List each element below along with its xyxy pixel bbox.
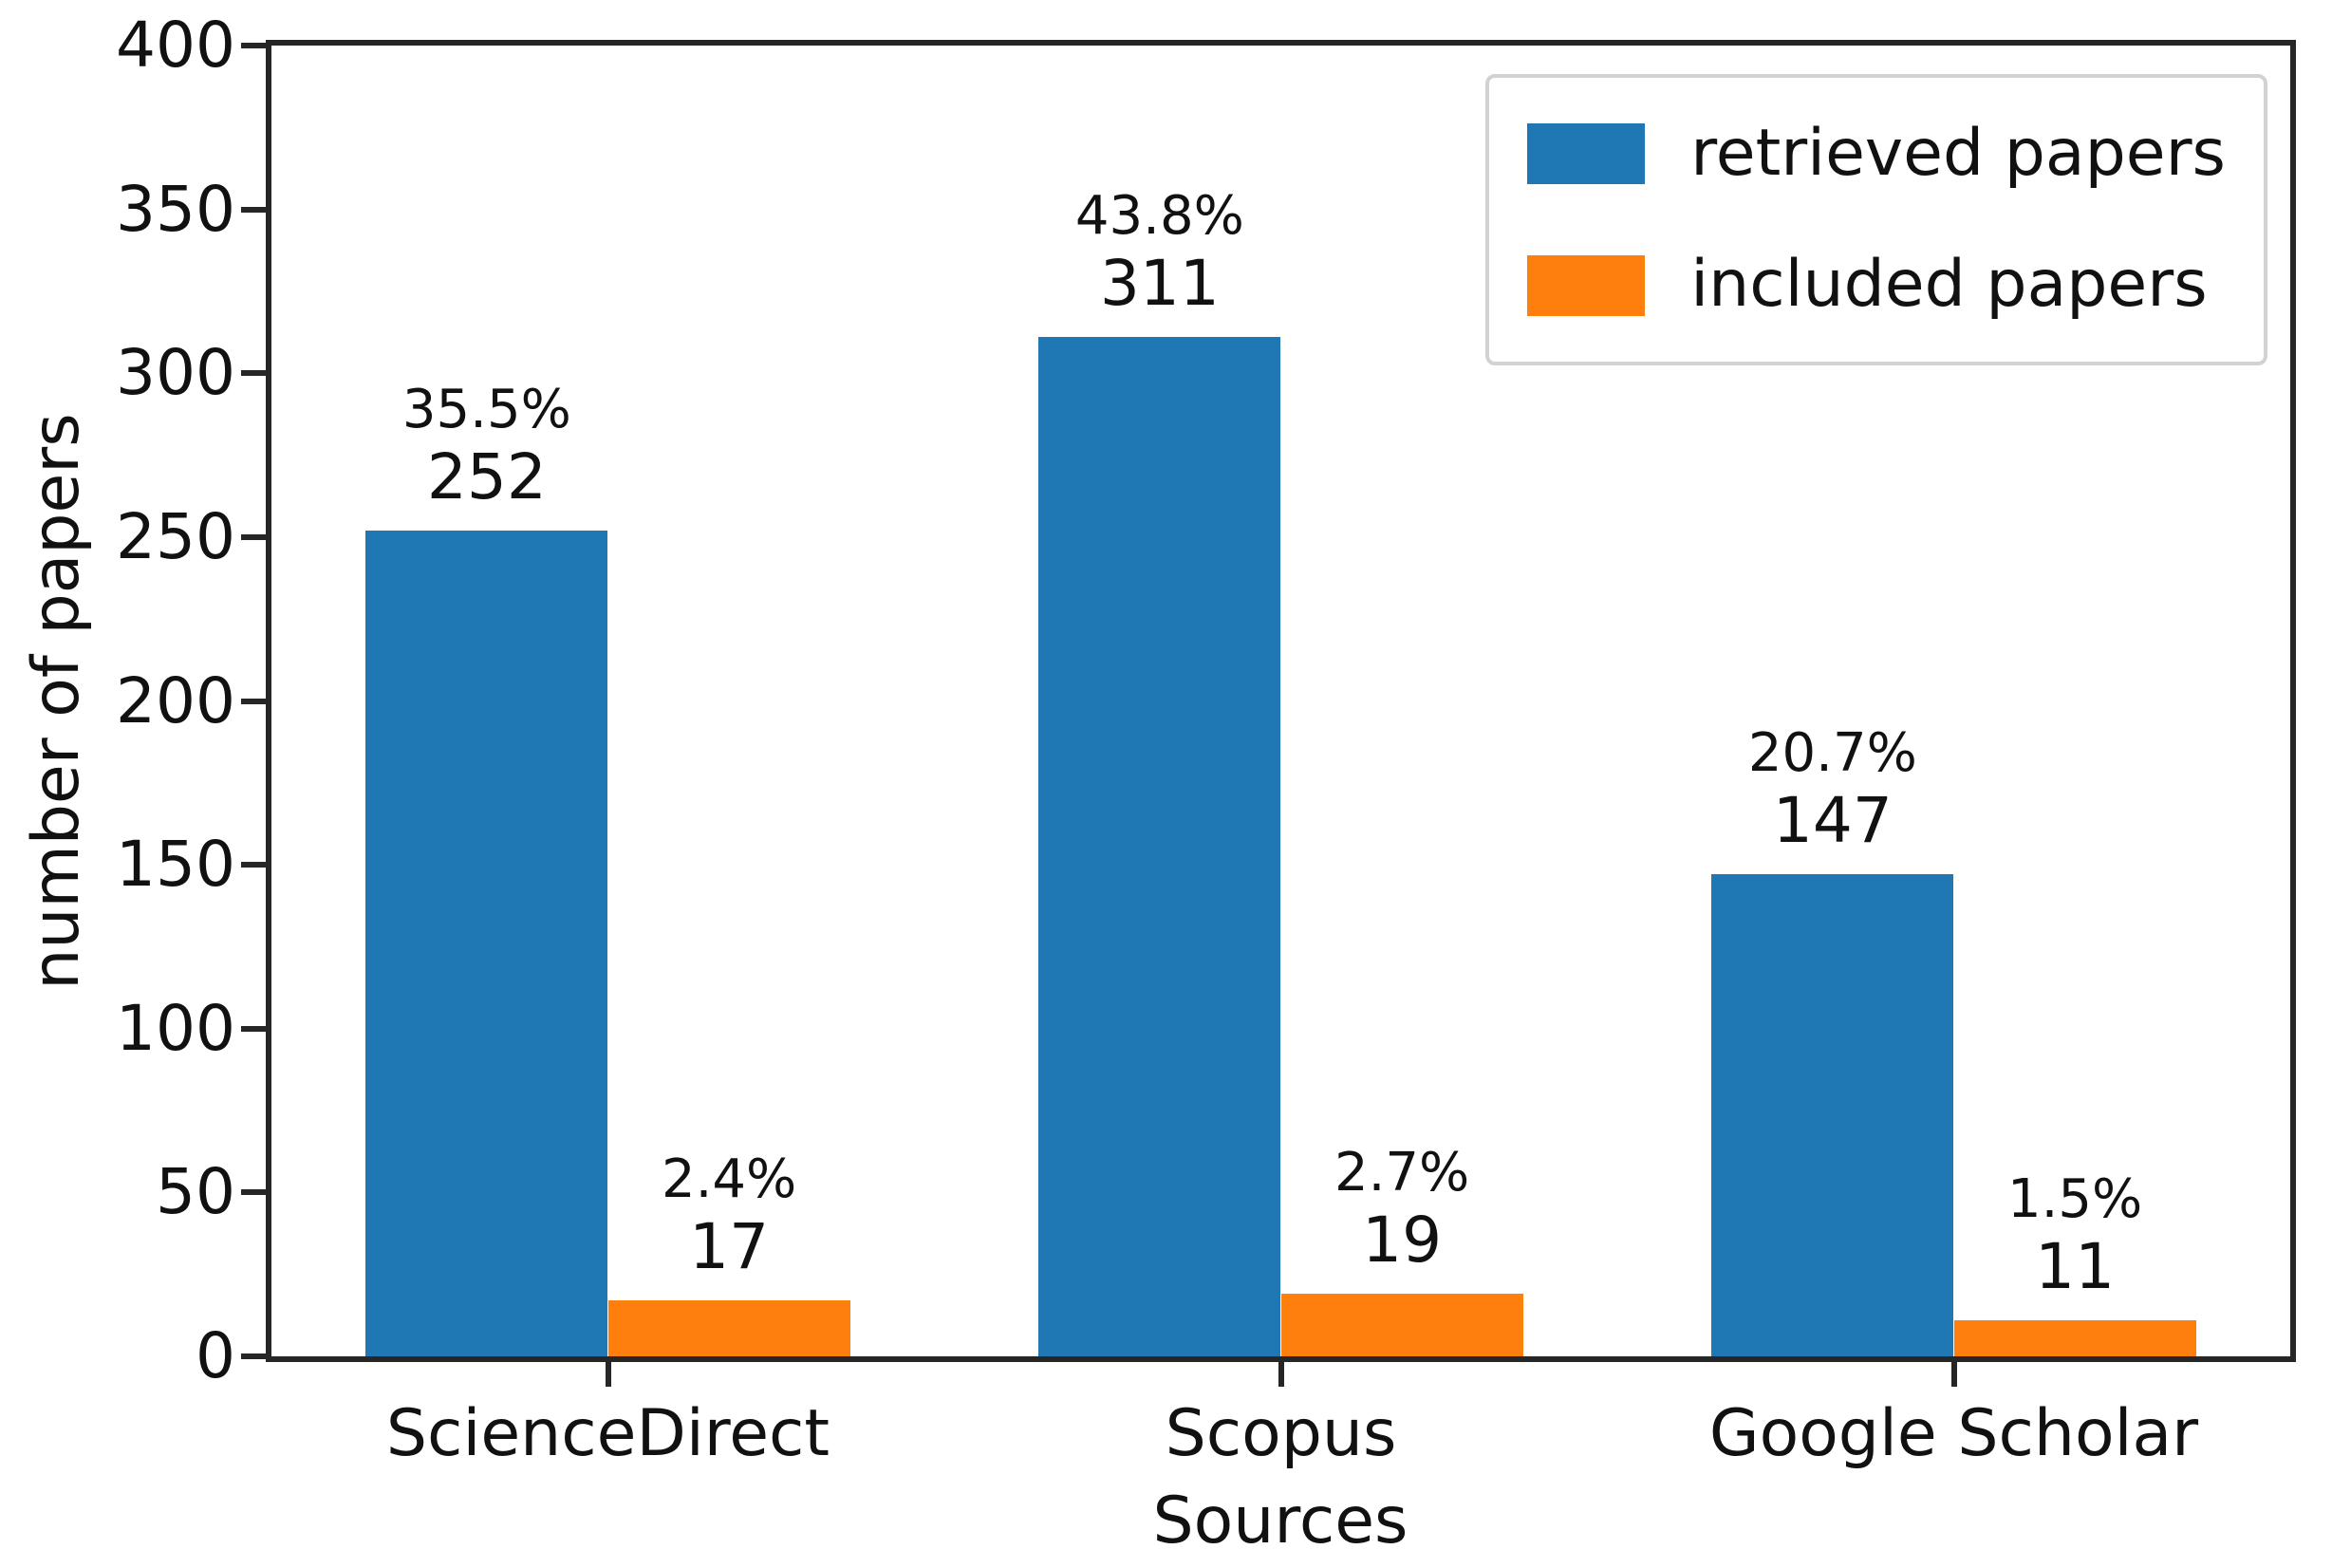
y-tick-label-150: 150 [116, 828, 235, 902]
y-tick-label-200: 200 [116, 663, 235, 737]
x-tick-scopus [1278, 1362, 1284, 1387]
bar-percent-label-retrieved-papers-google-scholar: 20.7% [1747, 722, 1917, 785]
bar-value-label-included-papers-scopus: 19 [1362, 1204, 1443, 1278]
y-tick-label-0: 0 [196, 1319, 235, 1392]
bar-included-papers-google-scholar [1953, 1320, 2196, 1356]
x-tick-label-scopus: Scopus [1165, 1396, 1397, 1471]
y-tick-label-250: 250 [116, 499, 235, 573]
x-axis-title: Sources [1152, 1484, 1409, 1559]
legend-swatch-included-papers [1527, 254, 1646, 316]
legend-label-included-papers: included papers [1690, 247, 2208, 323]
bar-retrieved-papers-sciencedirect [365, 530, 608, 1356]
bar-value-label-included-papers-google-scholar: 11 [2035, 1230, 2116, 1304]
legend-swatch-retrieved-papers [1527, 123, 1646, 185]
y-tick-250 [241, 533, 266, 540]
y-tick-50 [241, 1189, 266, 1196]
x-tick-label-sciencedirect: ScienceDirect [385, 1396, 830, 1471]
bar-retrieved-papers-scopus [1038, 337, 1281, 1356]
y-tick-150 [241, 862, 266, 868]
bar-percent-label-included-papers-sciencedirect: 2.4% [661, 1148, 797, 1211]
y-tick-label-50: 50 [156, 1155, 235, 1229]
y-tick-0 [241, 1353, 266, 1359]
legend: retrieved papers included papers [1485, 74, 2267, 365]
y-tick-label-350: 350 [116, 172, 235, 246]
y-tick-350 [241, 206, 266, 213]
bar-value-label-included-papers-sciencedirect: 17 [689, 1210, 770, 1284]
y-tick-200 [241, 698, 266, 704]
bar-value-label-retrieved-papers-sciencedirect: 252 [426, 439, 547, 513]
legend-label-retrieved-papers: retrieved papers [1690, 116, 2226, 191]
y-tick-100 [241, 1025, 266, 1032]
legend-item-included-papers: included papers [1527, 243, 2226, 327]
x-tick-sciencedirect [605, 1362, 611, 1387]
y-tick-label-300: 300 [116, 336, 235, 410]
plot-area: retrieved papers included papers 252 35.5… [266, 40, 2296, 1362]
bar-included-papers-sciencedirect [607, 1300, 850, 1356]
bar-percent-label-retrieved-papers-scopus: 43.8% [1074, 185, 1244, 248]
bar-retrieved-papers-google-scholar [1711, 874, 1954, 1356]
bar-value-label-retrieved-papers-scopus: 311 [1099, 247, 1220, 321]
bar-percent-label-retrieved-papers-sciencedirect: 35.5% [401, 378, 571, 440]
bar-value-label-retrieved-papers-google-scholar: 147 [1772, 784, 1893, 858]
bar-percent-label-included-papers-google-scholar: 1.5% [2006, 1168, 2143, 1231]
x-tick-label-google-scholar: Google Scholar [1708, 1396, 2199, 1471]
bar-percent-label-included-papers-scopus: 2.7% [1334, 1142, 1470, 1204]
x-tick-google-scholar [1950, 1362, 1957, 1387]
bar-included-papers-scopus [1280, 1294, 1523, 1356]
y-tick-300 [241, 370, 266, 377]
legend-item-retrieved-papers: retrieved papers [1527, 112, 2226, 196]
y-tick-label-400: 400 [116, 9, 235, 82]
y-tick-label-100: 100 [116, 991, 235, 1065]
y-tick-400 [241, 43, 266, 48]
